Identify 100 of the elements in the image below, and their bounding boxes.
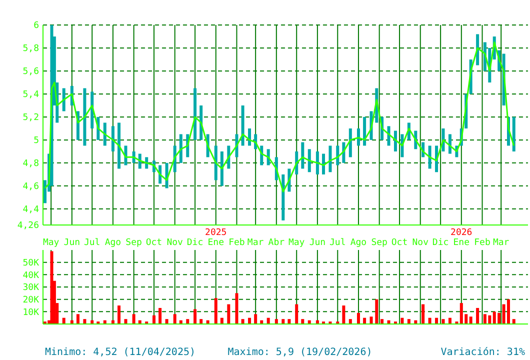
bar <box>118 306 121 324</box>
bar <box>241 105 244 146</box>
bar <box>214 298 218 324</box>
y-tick-label: 5,8 <box>22 44 39 54</box>
y-tick-label: 5,2 <box>22 113 39 124</box>
bar <box>282 319 285 324</box>
y-tick-label: 5 <box>34 136 39 146</box>
bar <box>274 319 278 324</box>
bar <box>241 319 244 324</box>
bar <box>348 128 352 158</box>
bar <box>76 314 80 324</box>
x-tick-label: Ene <box>208 238 224 248</box>
bar <box>336 146 340 166</box>
bar <box>370 316 373 324</box>
x-tick-label: Jul <box>84 238 100 248</box>
bar <box>165 319 168 324</box>
y-tick-label: 40K <box>22 270 40 281</box>
bar <box>132 314 136 324</box>
bar <box>124 319 128 324</box>
bar <box>375 299 378 324</box>
y-tick-label: 4,4 <box>22 205 39 216</box>
x-tick-label: Dic <box>432 238 449 248</box>
x-tick-label: Nov <box>166 238 183 248</box>
bar <box>328 146 332 172</box>
bar <box>179 134 182 163</box>
bar <box>83 88 86 146</box>
bar <box>254 314 258 324</box>
x-tick-label: Mar <box>247 238 264 248</box>
x-tick-label: Jun <box>309 238 326 248</box>
bar <box>227 304 230 324</box>
y-tick-label: 5,6 <box>22 67 39 78</box>
text: Minimo: 4,52 (11/04/2025) <box>45 347 196 358</box>
x-tick-label: Mar <box>492 238 510 248</box>
bar <box>288 319 291 324</box>
bar <box>387 126 390 146</box>
bar <box>158 308 162 324</box>
bar <box>422 304 425 324</box>
x-tick-label: Dic <box>186 238 204 248</box>
bar <box>220 151 224 186</box>
x-tick-label: Abr <box>268 238 286 248</box>
bar <box>469 316 472 324</box>
x-tick-label: Oct <box>146 238 162 248</box>
x-tick-label: May <box>42 238 60 248</box>
bar <box>83 319 86 324</box>
bar <box>380 319 384 324</box>
y-tick-label: 50K <box>22 258 40 268</box>
x-tick-label: Ago <box>104 238 122 248</box>
y-tick-label: 4,8 <box>22 159 39 170</box>
bar <box>200 319 203 324</box>
y-tick-label: 10K <box>22 308 40 318</box>
x-tick-label: Feb <box>474 238 490 248</box>
x2-tick-label: 2026 <box>450 228 472 238</box>
x-tick-label: Feb <box>228 238 245 248</box>
text: Maximo: 5,9 (19/02/2026) <box>228 347 372 358</box>
bar <box>506 299 510 324</box>
bar <box>348 319 352 324</box>
bar <box>295 304 298 324</box>
x-tick-label: Jul <box>330 238 346 248</box>
x-tick-label: Sep <box>371 238 388 248</box>
bar <box>428 146 432 169</box>
bar <box>442 319 445 324</box>
x-tick-label: May <box>288 238 306 248</box>
bar <box>173 314 176 324</box>
bar <box>235 293 238 324</box>
bar <box>512 116 516 152</box>
text: Variación: 31% <box>440 347 525 358</box>
bar <box>316 151 319 174</box>
bar <box>103 122 106 146</box>
y-tick-label: 30K <box>22 283 40 294</box>
bar <box>282 174 285 220</box>
x-tick-label: Nov <box>412 238 429 248</box>
y-tick-label: 20K <box>22 295 40 306</box>
bar <box>342 306 346 324</box>
bar <box>111 126 114 152</box>
x-tick-label: Sep <box>126 238 142 248</box>
bar <box>186 319 190 324</box>
bar <box>512 319 516 324</box>
bar <box>363 116 366 146</box>
bar <box>322 154 326 174</box>
y-tick-label: 4,6 <box>22 182 39 192</box>
bar <box>356 312 360 324</box>
bar <box>394 130 397 152</box>
bar <box>194 309 197 324</box>
x-tick-label: Oct <box>391 238 408 248</box>
bar <box>301 319 304 324</box>
y-tick-label: 5,4 <box>22 90 39 100</box>
y-tick-label: 6 <box>34 21 39 32</box>
x-tick-label: Ago <box>350 238 367 248</box>
bar <box>152 315 156 324</box>
bar <box>407 319 410 324</box>
bar <box>62 88 66 112</box>
bar <box>301 142 304 169</box>
x2-tick-label: 2025 <box>205 228 227 238</box>
bar <box>308 149 311 172</box>
x-tick-label: Ene <box>453 238 470 248</box>
bar <box>118 122 121 169</box>
y-tick-label: 4,26 <box>17 221 39 232</box>
bar <box>476 308 480 324</box>
x-tick-label: Jun <box>64 238 80 248</box>
bar <box>214 146 218 180</box>
